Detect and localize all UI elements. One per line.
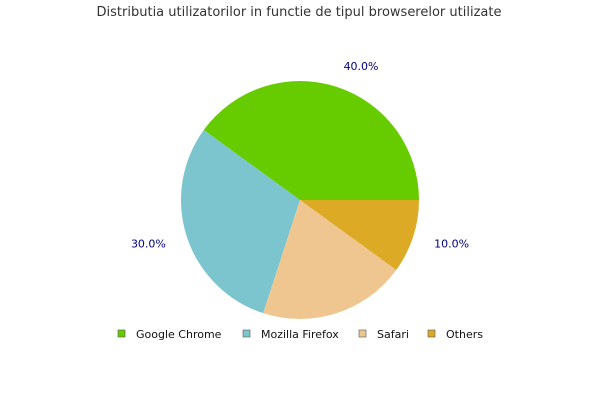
- pie-slice-safari: [263, 200, 397, 319]
- legend-label-google-chrome: Google Chrome: [136, 328, 222, 341]
- legend-item-safari: Safari: [358, 328, 409, 341]
- legend-swatch-others: [427, 329, 436, 338]
- legend-label-mozilla-firefox: Mozilla Firefox: [261, 328, 339, 341]
- legend-swatch-safari: [358, 329, 367, 338]
- legend-item-others: Others: [427, 328, 483, 341]
- legend-item-google-chrome: Google Chrome: [117, 328, 222, 341]
- legend-item-mozilla-firefox: Mozilla Firefox: [242, 328, 339, 341]
- pie-slices: [181, 81, 419, 319]
- legend-swatch-google-chrome: [117, 329, 126, 338]
- slice-label-google-chrome: 40.0%: [344, 60, 379, 73]
- slice-label-mozilla-firefox: 30.0%: [131, 238, 166, 251]
- chart-title: Distributia utilizatorilor in functie de…: [97, 5, 502, 20]
- slice-label-others: 10.0%: [434, 238, 469, 251]
- legend: Google Chrome Mozilla Firefox Safari Others: [117, 328, 483, 341]
- pie-slice-others: [300, 200, 419, 270]
- legend-label-safari: Safari: [377, 328, 409, 341]
- legend-label-others: Others: [446, 328, 483, 341]
- pie-slice-mozilla-firefox: [181, 130, 300, 314]
- pie-slice-google-chrome: [203, 81, 419, 200]
- legend-swatch-mozilla-firefox: [242, 329, 251, 338]
- slice-labels: 40.0% 30.0% 10.0%: [131, 60, 469, 251]
